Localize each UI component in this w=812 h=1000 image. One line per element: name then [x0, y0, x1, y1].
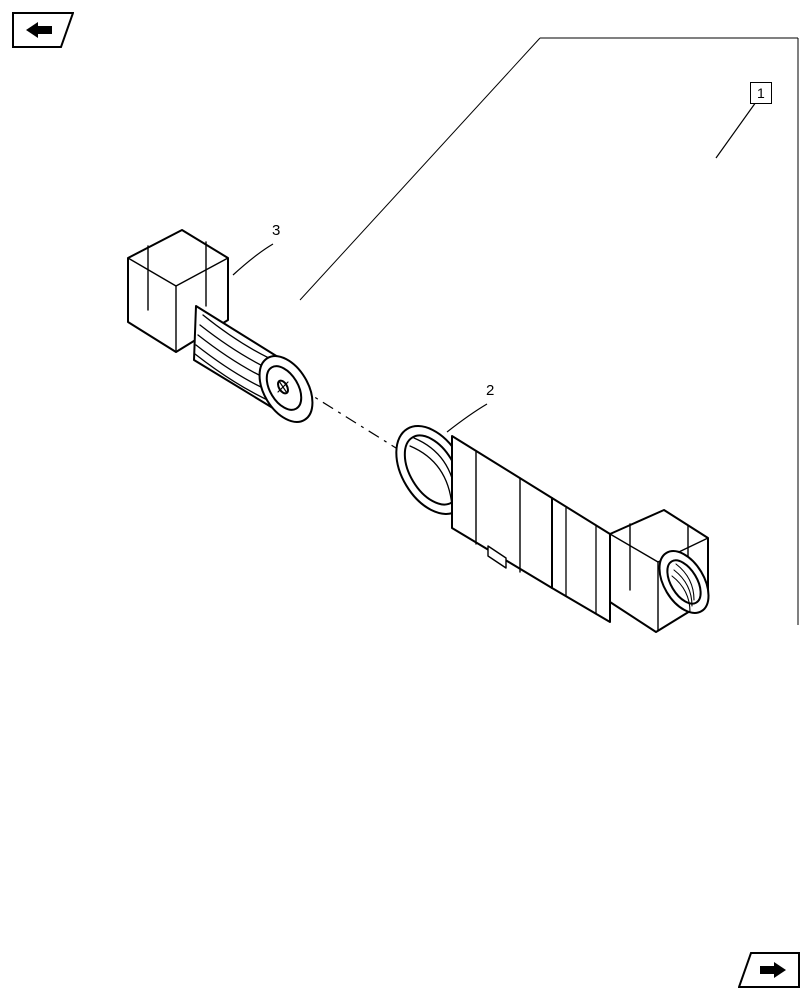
callout-3-label: 3 — [272, 222, 280, 239]
page-root: 1 3 2 — [0, 0, 812, 1000]
callout-3: 3 — [272, 222, 280, 239]
part-male-plug — [128, 230, 323, 431]
leader-lines — [233, 102, 756, 432]
arrow-back-icon — [12, 12, 74, 48]
technical-drawing — [0, 0, 812, 1000]
callout-1: 1 — [750, 82, 772, 104]
callout-2: 2 — [486, 382, 494, 399]
part-female-coupler — [382, 413, 719, 632]
nav-forward-button[interactable] — [738, 952, 800, 988]
arrow-forward-icon — [738, 952, 800, 988]
callout-1-label: 1 — [757, 85, 765, 101]
callout-2-label: 2 — [486, 382, 494, 399]
center-axis — [300, 388, 412, 458]
nav-back-button[interactable] — [12, 12, 74, 48]
